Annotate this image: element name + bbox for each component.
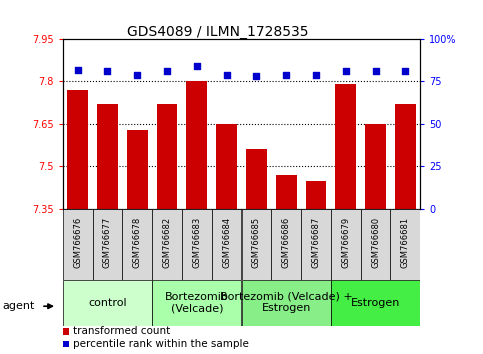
Point xyxy=(401,68,409,74)
Point xyxy=(193,63,201,69)
Bar xyxy=(331,280,420,326)
Point xyxy=(104,68,112,74)
Text: GSM766684: GSM766684 xyxy=(222,217,231,268)
Bar xyxy=(97,104,118,209)
Bar xyxy=(93,209,122,280)
Bar xyxy=(67,90,88,209)
Bar xyxy=(122,209,152,280)
Bar xyxy=(127,130,148,209)
Bar xyxy=(156,104,177,209)
Text: percentile rank within the sample: percentile rank within the sample xyxy=(73,339,249,349)
Bar xyxy=(276,175,297,209)
Text: agent: agent xyxy=(2,301,35,311)
Bar xyxy=(63,280,152,326)
Bar xyxy=(63,209,93,280)
Text: GSM766682: GSM766682 xyxy=(163,217,171,268)
Text: Bortezomib
(Velcade): Bortezomib (Velcade) xyxy=(165,292,229,314)
Bar xyxy=(242,280,331,326)
Text: control: control xyxy=(88,298,127,308)
Text: GSM766683: GSM766683 xyxy=(192,217,201,268)
Bar xyxy=(152,280,242,326)
Point xyxy=(253,74,260,79)
Bar xyxy=(216,124,237,209)
Text: GSM766685: GSM766685 xyxy=(252,217,261,268)
Point xyxy=(282,72,290,78)
Bar xyxy=(390,209,420,280)
Point xyxy=(74,67,82,72)
Bar xyxy=(212,209,242,280)
Text: transformed count: transformed count xyxy=(73,326,170,336)
Text: GSM766678: GSM766678 xyxy=(133,217,142,268)
Text: Bortezomib (Velcade) +
Estrogen: Bortezomib (Velcade) + Estrogen xyxy=(220,292,353,314)
Bar xyxy=(301,209,331,280)
Text: GSM766686: GSM766686 xyxy=(282,217,291,268)
Bar xyxy=(186,81,207,209)
Text: GSM766677: GSM766677 xyxy=(103,217,112,268)
Bar xyxy=(331,209,361,280)
Point xyxy=(372,68,380,74)
Bar xyxy=(335,84,356,209)
Point xyxy=(163,68,171,74)
Bar xyxy=(246,149,267,209)
Point xyxy=(312,72,320,78)
Text: GSM766687: GSM766687 xyxy=(312,217,320,268)
Point xyxy=(223,72,230,78)
Text: GDS4089 / ILMN_1728535: GDS4089 / ILMN_1728535 xyxy=(127,25,308,39)
Point xyxy=(342,68,350,74)
Text: GSM766681: GSM766681 xyxy=(401,217,410,268)
Bar xyxy=(395,104,416,209)
Bar xyxy=(271,209,301,280)
Point xyxy=(133,72,141,78)
Text: GSM766679: GSM766679 xyxy=(341,217,350,268)
Text: Estrogen: Estrogen xyxy=(351,298,400,308)
Bar xyxy=(306,181,327,209)
Bar xyxy=(182,209,212,280)
Bar xyxy=(242,209,271,280)
Text: GSM766676: GSM766676 xyxy=(73,217,82,268)
Bar xyxy=(365,124,386,209)
Bar xyxy=(152,209,182,280)
Text: GSM766680: GSM766680 xyxy=(371,217,380,268)
Bar xyxy=(361,209,390,280)
